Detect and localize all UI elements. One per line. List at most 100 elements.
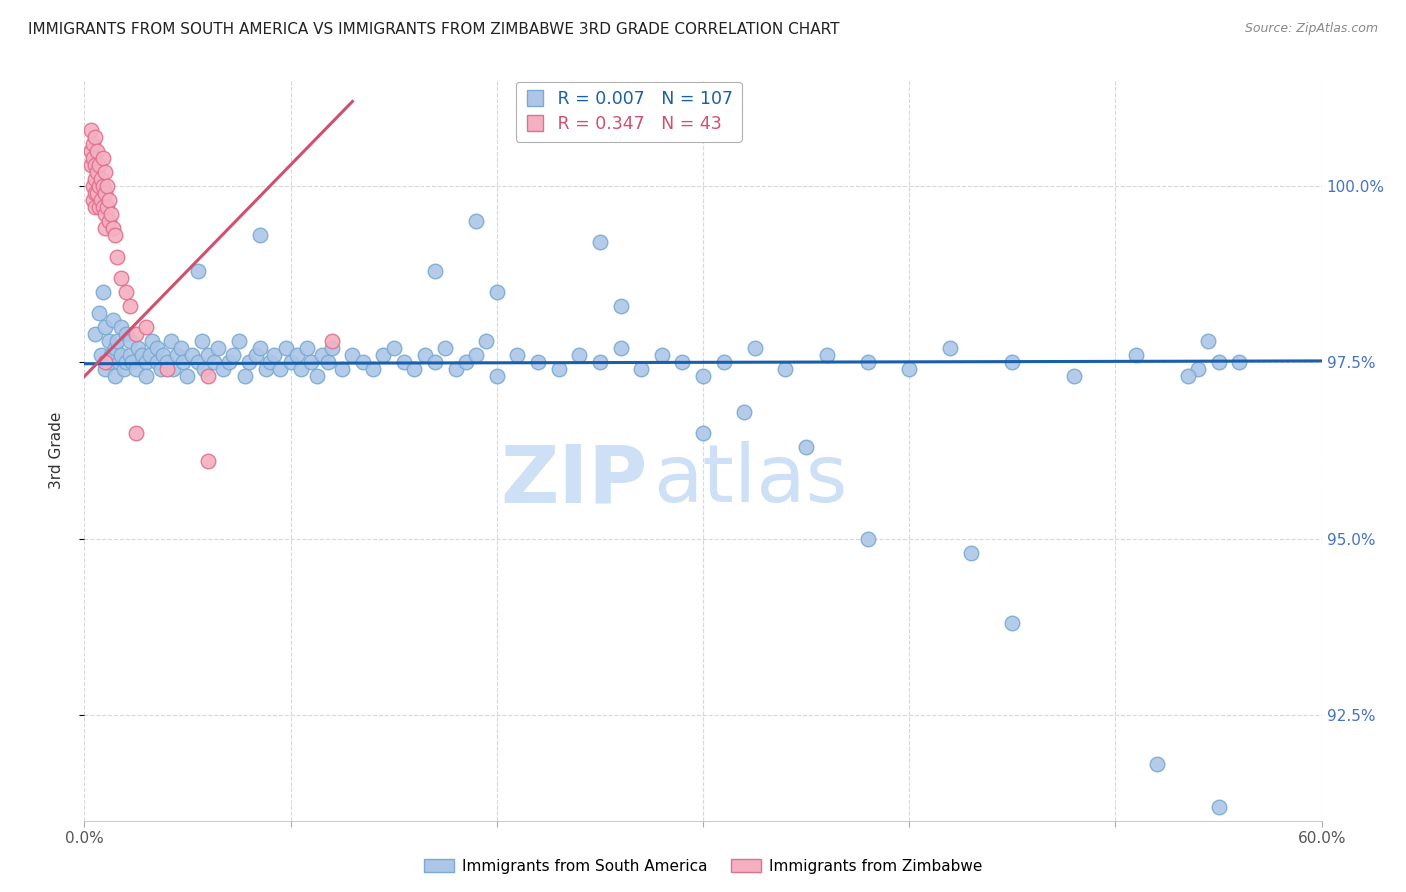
Point (744, 341, 766, 355)
Point (139, 348, 162, 362)
Point (285, 348, 308, 362)
Point (454, 355, 477, 369)
Point (94, 355, 117, 369)
Point (475, 334, 498, 348)
Point (527, 355, 550, 369)
Point (413, 348, 436, 362)
Point (1227, 355, 1250, 369)
Point (382, 341, 405, 355)
Point (125, 425, 148, 440)
Point (423, 355, 446, 369)
Point (465, 214, 488, 228)
Point (114, 355, 136, 369)
Point (465, 348, 488, 362)
Point (187, 263, 209, 277)
Point (733, 405, 755, 419)
Point (91, 285, 114, 299)
Point (152, 348, 174, 362)
Point (939, 341, 962, 355)
Point (110, 270, 132, 285)
Point (276, 341, 298, 355)
Point (90, 193, 112, 207)
Point (568, 348, 591, 362)
Point (79, 144, 101, 158)
Point (485, 285, 508, 299)
Point (311, 348, 333, 362)
Point (609, 341, 631, 355)
Point (87, 200, 110, 214)
Point (162, 362, 184, 376)
Point (299, 355, 322, 369)
Point (713, 355, 735, 369)
Point (630, 362, 652, 376)
Point (307, 369, 329, 384)
Point (222, 348, 245, 362)
Point (104, 228, 127, 243)
Point (1187, 362, 1209, 376)
Point (135, 320, 157, 334)
Point (352, 355, 374, 369)
Point (112, 362, 135, 376)
Point (506, 348, 529, 362)
Point (361, 362, 384, 376)
Point (108, 355, 131, 369)
Point (145, 341, 167, 355)
Point (898, 362, 921, 376)
Point (692, 369, 714, 384)
Point (103, 313, 125, 327)
Point (145, 355, 167, 369)
Legend:  R = 0.007   N = 107,  R = 0.347   N = 43: R = 0.007 N = 107, R = 0.347 N = 43 (516, 81, 742, 142)
Point (94, 320, 117, 334)
Point (197, 369, 219, 384)
Point (87, 179, 110, 194)
Point (1208, 799, 1230, 814)
Point (96, 179, 118, 194)
Point (110, 320, 132, 334)
Point (83, 186, 105, 200)
Point (86, 144, 108, 158)
Point (193, 362, 215, 376)
Point (131, 348, 153, 362)
Point (94, 207, 117, 221)
Point (135, 355, 157, 369)
Point (100, 348, 122, 362)
Point (1125, 348, 1147, 362)
Point (83, 129, 105, 144)
Point (373, 348, 395, 362)
Point (83, 172, 105, 186)
Point (82, 136, 104, 151)
Point (83, 200, 105, 214)
Text: Source: ZipAtlas.com: Source: ZipAtlas.com (1244, 22, 1378, 36)
Point (191, 334, 214, 348)
Point (269, 362, 291, 376)
Point (170, 341, 193, 355)
Point (249, 341, 271, 355)
Point (180, 348, 202, 362)
Point (105, 250, 128, 264)
Point (233, 369, 256, 384)
Point (295, 341, 318, 355)
Point (98, 193, 121, 207)
Point (118, 299, 141, 313)
Point (259, 355, 281, 369)
Point (79, 158, 101, 172)
Point (211, 362, 233, 376)
Point (775, 362, 797, 376)
Point (96, 200, 118, 214)
Point (94, 186, 117, 200)
Point (94, 362, 117, 376)
Point (485, 369, 508, 384)
Point (187, 355, 209, 369)
Point (94, 221, 117, 235)
Point (1146, 757, 1168, 772)
Text: IMMIGRANTS FROM SOUTH AMERICA VS IMMIGRANTS FROM ZIMBABWE 3RD GRADE CORRELATION : IMMIGRANTS FROM SOUTH AMERICA VS IMMIGRA… (28, 22, 839, 37)
Point (149, 362, 172, 376)
Point (82, 151, 104, 165)
Point (197, 454, 219, 468)
Point (91, 179, 114, 194)
Point (87, 306, 110, 320)
Point (423, 263, 446, 277)
Text: ZIP: ZIP (501, 441, 647, 519)
Point (114, 327, 136, 342)
Point (280, 355, 302, 369)
